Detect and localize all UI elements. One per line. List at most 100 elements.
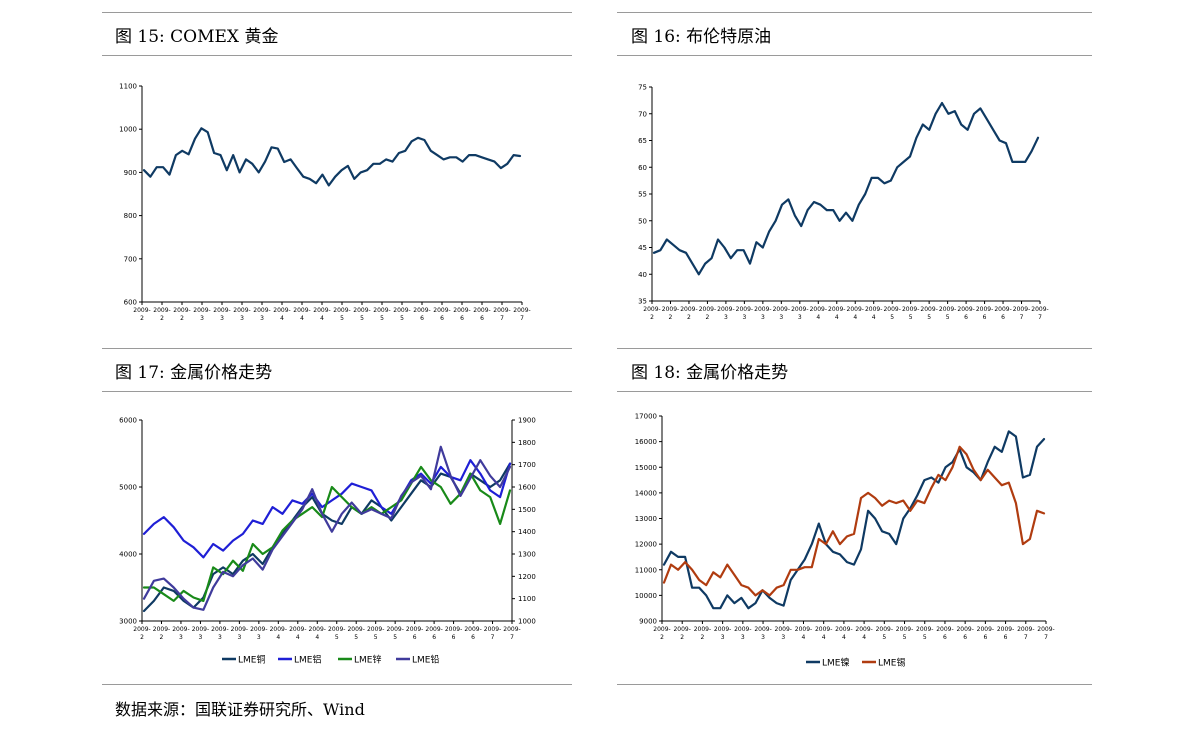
x-tick-label: 2009- bbox=[920, 306, 937, 313]
series-line-LME镍 bbox=[662, 430, 1046, 610]
x-tick-label: 4 bbox=[276, 634, 280, 641]
x-tick-label: 2009- bbox=[445, 626, 462, 633]
x-tick-label: 2 bbox=[680, 634, 684, 641]
x-tick-label: 2009- bbox=[503, 626, 520, 633]
x-tick-label: 2009- bbox=[916, 626, 933, 633]
rule bbox=[617, 684, 1092, 685]
x-tick-label: 2009- bbox=[367, 626, 384, 633]
x-tick-label: 2009- bbox=[453, 307, 470, 314]
x-tick-label: 4 bbox=[315, 634, 319, 641]
x-tick-label: 2009- bbox=[754, 306, 771, 313]
y-tick-label: 40 bbox=[638, 271, 647, 279]
x-tick-label: 2009- bbox=[192, 626, 209, 633]
x-tick-label: 2009- bbox=[956, 626, 973, 633]
x-tick-label: 7 bbox=[491, 634, 495, 641]
x-tick-label: 2009- bbox=[828, 306, 845, 313]
x-tick-label: 7 bbox=[1038, 314, 1042, 321]
x-tick-label: 3 bbox=[237, 634, 241, 641]
series-line-0 bbox=[652, 101, 1040, 276]
x-tick-label: 3 bbox=[218, 634, 222, 641]
x-tick-label: 2009- bbox=[328, 626, 345, 633]
x-tick-label: 6 bbox=[471, 634, 475, 641]
rule bbox=[617, 55, 1092, 56]
x-tick-label: 2009- bbox=[939, 306, 956, 313]
figure-number: 图 17: bbox=[115, 363, 165, 383]
x-tick-label: 2009- bbox=[425, 626, 442, 633]
x-tick-label: 5 bbox=[380, 315, 384, 322]
y-tick-label: 35 bbox=[638, 298, 647, 306]
figure-caption: 金属价格走势 bbox=[686, 363, 789, 383]
x-tick-label: 2 bbox=[140, 634, 144, 641]
series-line-LME铝 bbox=[142, 459, 512, 559]
x-tick-label: 5 bbox=[400, 315, 404, 322]
x-tick-label: 5 bbox=[946, 314, 950, 321]
chart-16: 3540455055606570752009-22009-22009-22009… bbox=[638, 84, 1049, 322]
rule bbox=[617, 391, 1092, 392]
y-tick-label: 900 bbox=[124, 169, 137, 177]
x-tick-label: 2 bbox=[180, 315, 184, 322]
figure-title: 图 16: 布伦特原油 bbox=[631, 22, 771, 47]
x-tick-label: 2009- bbox=[313, 307, 330, 314]
x-tick-label: 2009- bbox=[791, 306, 808, 313]
x-tick-label: 6 bbox=[943, 634, 947, 641]
x-tick-label: 2009- bbox=[736, 306, 753, 313]
x-tick-label: 3 bbox=[257, 634, 261, 641]
x-tick-label: 2009- bbox=[775, 626, 792, 633]
x-tick-label: 7 bbox=[510, 634, 514, 641]
y-tick-label: 4000 bbox=[119, 551, 137, 559]
y-tick-label: 800 bbox=[124, 212, 137, 220]
x-tick-label: 6 bbox=[983, 314, 987, 321]
x-tick-label: 2009- bbox=[153, 626, 170, 633]
y2-tick-label: 1500 bbox=[518, 506, 536, 514]
x-tick-label: 2 bbox=[660, 634, 664, 641]
chart-18: 9000 10000 11000 12000 13000 14000 15000 16000 1… bbox=[635, 413, 1055, 669]
x-tick-label: 2009- bbox=[734, 626, 751, 633]
y-tick-label: 60 bbox=[638, 164, 647, 172]
x-tick-label: 2009- bbox=[936, 626, 953, 633]
y2-tick-label: 1000 bbox=[518, 618, 536, 626]
x-tick-label: 3 bbox=[742, 314, 746, 321]
y2-tick-label: 1300 bbox=[518, 551, 536, 559]
x-tick-label: 2009- bbox=[673, 626, 690, 633]
x-tick-label: 2 bbox=[669, 314, 673, 321]
x-tick-label: 2009- bbox=[1037, 626, 1054, 633]
x-tick-label: 2009- bbox=[433, 307, 450, 314]
x-tick-label: 2009- bbox=[213, 307, 230, 314]
x-tick-label: 6 bbox=[964, 314, 968, 321]
figure-caption: 布伦特原油 bbox=[686, 27, 772, 47]
x-tick-label: 2009- bbox=[754, 626, 771, 633]
x-tick-label: 2009- bbox=[1013, 306, 1030, 313]
x-tick-label: 2009- bbox=[153, 307, 170, 314]
x-tick-label: 6 bbox=[1001, 314, 1005, 321]
y2-tick-label: 1800 bbox=[518, 439, 536, 447]
y-tick-label: 13000 bbox=[635, 515, 657, 523]
x-tick-label: 5 bbox=[909, 314, 913, 321]
legend-label: LME铅 bbox=[412, 654, 439, 666]
x-tick-label: 3 bbox=[741, 634, 745, 641]
y2-tick-label: 1600 bbox=[518, 484, 536, 492]
x-tick-label: 2009- bbox=[289, 626, 306, 633]
y-tick-label: 6000 bbox=[119, 417, 137, 425]
x-tick-label: 5 bbox=[890, 314, 894, 321]
x-tick-label: 2009- bbox=[977, 626, 994, 633]
x-tick-label: 2009- bbox=[133, 626, 150, 633]
y-tick-label: 1000 bbox=[119, 126, 137, 134]
x-tick-label: 2009- bbox=[373, 307, 390, 314]
y-tick-label: 9000 bbox=[639, 618, 657, 626]
x-tick-label: 2009- bbox=[653, 626, 670, 633]
x-tick-label: 7 bbox=[1020, 314, 1024, 321]
series-line-0 bbox=[142, 127, 522, 187]
x-tick-label: 5 bbox=[882, 634, 886, 641]
x-tick-label: 2009- bbox=[847, 306, 864, 313]
x-tick-label: 5 bbox=[354, 634, 358, 641]
y2-tick-label: 1700 bbox=[518, 461, 536, 469]
x-tick-label: 2009- bbox=[273, 307, 290, 314]
x-tick-label: 6 bbox=[440, 315, 444, 322]
y2-tick-label: 1100 bbox=[518, 595, 536, 603]
chart-17: 3000 4000 5000 6000 1000 1100 1200 1300 1400 1500… bbox=[119, 417, 536, 666]
rule bbox=[102, 348, 572, 349]
y-tick-label: 700 bbox=[124, 255, 137, 263]
x-tick-label: 6 bbox=[480, 315, 484, 322]
x-tick-label: 4 bbox=[802, 634, 806, 641]
x-tick-label: 2009- bbox=[694, 626, 711, 633]
